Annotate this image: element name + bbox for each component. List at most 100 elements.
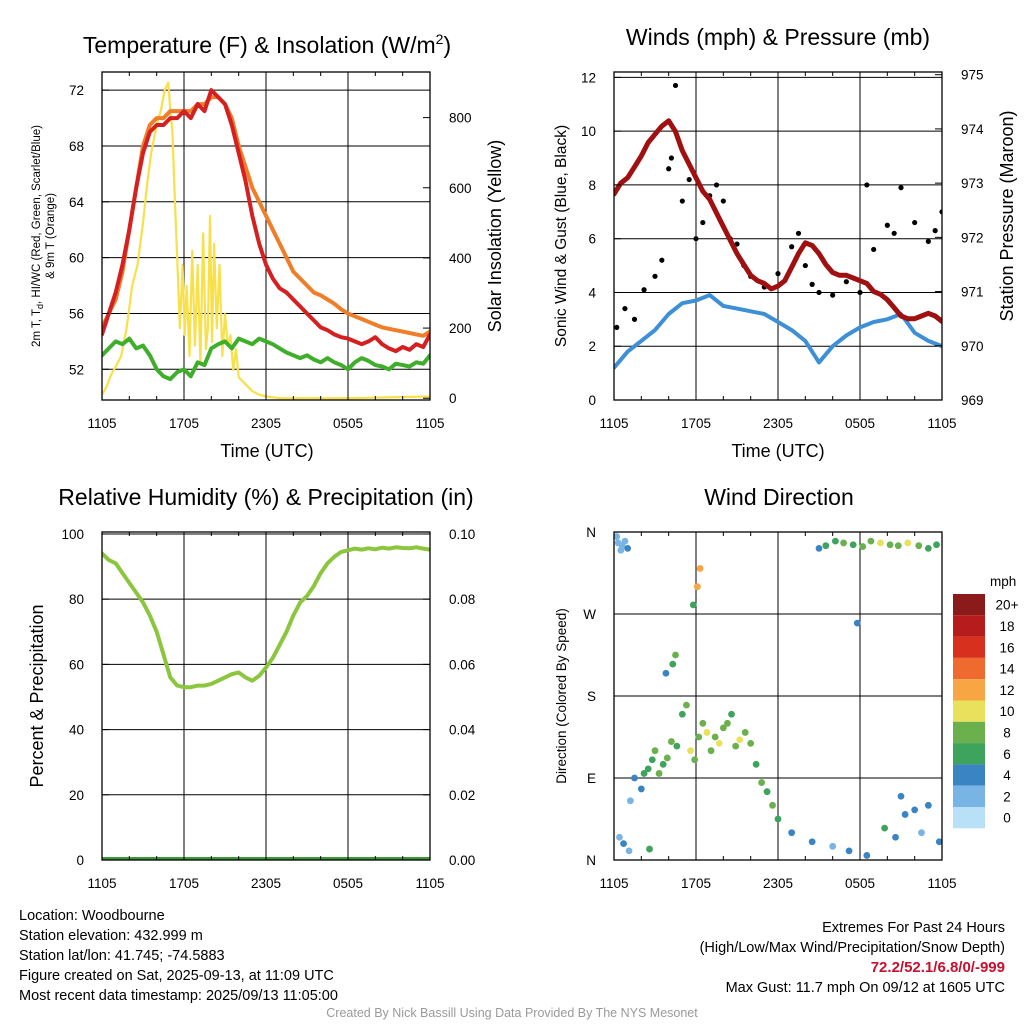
direction-point	[877, 539, 884, 547]
legend-label: 4	[1003, 768, 1011, 783]
direction-point	[625, 847, 633, 855]
direction-point	[719, 724, 727, 732]
gust-point	[802, 262, 808, 269]
humidity-y-label: Percent & Precipitation	[27, 604, 47, 787]
direction-point	[663, 754, 671, 762]
x-tick-label: 1105	[415, 416, 444, 431]
legend-label: 2	[1003, 789, 1011, 804]
direction-point	[918, 829, 925, 837]
temperature-x-label: Time (UTC)	[220, 441, 313, 461]
gust-point	[816, 289, 822, 296]
direction-point	[631, 774, 638, 782]
legend-swatch	[953, 615, 985, 637]
direction-point	[696, 565, 704, 572]
y-tick-label: 2	[588, 339, 596, 354]
extremes-title: Extremes For Past 24 Hours	[822, 920, 1005, 936]
direction-point	[728, 710, 735, 718]
y-right-tick-label: 0.10	[449, 527, 475, 542]
y-right-tick-label: 0.00	[449, 853, 475, 868]
legend-swatch	[953, 743, 985, 765]
legend-swatch	[953, 785, 985, 807]
x-tick-label: 1705	[681, 416, 711, 431]
legend-swatch	[953, 721, 985, 744]
direction-point	[832, 537, 839, 545]
y-right-tick-label: 200	[449, 321, 472, 336]
insolation-y-label: Solar Insolation (Yellow)	[485, 140, 505, 332]
y-tick-label: 72	[69, 83, 84, 98]
gust-point	[700, 219, 706, 226]
direction-point	[853, 619, 861, 627]
gust-point	[912, 219, 918, 226]
winds-panel-title: Winds (mph) & Pressure (mb)	[626, 24, 930, 50]
pressure-line	[614, 118, 942, 324]
x-tick-label: 1105	[927, 416, 956, 431]
gust-point	[652, 273, 658, 279]
x-tick-label: 2305	[763, 876, 793, 891]
temperature-series	[102, 81, 430, 400]
direction-point	[736, 736, 744, 744]
direction-point	[881, 824, 888, 832]
y-right-tick-label: 0	[449, 391, 457, 406]
direction-point	[627, 797, 634, 805]
gust-point	[614, 324, 620, 331]
winds-panel: Winds (mph) & Pressure (mb) 1105 1705 2305…	[553, 24, 1017, 461]
y-tick-label: 56	[69, 306, 84, 321]
direction-panel-title: Wind Direction	[704, 484, 854, 510]
direction-point	[886, 541, 894, 549]
y-right-tick-label: 800	[449, 111, 472, 126]
pressure-y-label: Station Pressure (Maroon)	[997, 110, 1017, 321]
y-right-tick-label: 969	[961, 393, 984, 408]
y-tick-label: 12	[581, 70, 596, 85]
direction-point	[892, 833, 899, 841]
direction-point	[707, 747, 715, 755]
y-tick-label: 80	[69, 592, 84, 607]
direction-point	[732, 742, 740, 750]
y-right-tick-label: 0.08	[449, 592, 475, 607]
temp9m-line	[102, 95, 430, 338]
legend-label: 10	[999, 704, 1014, 719]
direction-point	[894, 542, 902, 550]
y-tick-label: 60	[69, 251, 84, 266]
humidity-ticks: 1105 1705 2305 0505 11050204060801000.000.02…	[61, 527, 475, 891]
gust-point	[932, 228, 938, 234]
y-right-tick-label: 975	[961, 68, 984, 83]
direction-point	[648, 756, 656, 764]
gust-point	[795, 230, 802, 236]
direction-point	[662, 669, 670, 677]
legend-swatch	[953, 764, 985, 786]
x-tick-label: 2305	[763, 416, 793, 431]
direction-point	[901, 811, 909, 818]
y-right-tick-label: 0.04	[449, 723, 476, 738]
y-tick-label: 100	[61, 527, 84, 542]
direction-point	[621, 537, 629, 545]
y-tick-label: 0	[76, 853, 84, 868]
x-tick-label: 1705	[169, 876, 199, 891]
x-tick-label: 1105	[599, 416, 628, 431]
station-elevation: Station elevation: 432.999 m	[19, 928, 203, 944]
y-tick-label: 20	[69, 788, 84, 803]
legend-swatch	[953, 636, 985, 658]
x-tick-label: 1705	[169, 416, 199, 431]
direction-point	[769, 801, 776, 809]
direction-point	[904, 539, 912, 547]
gust-point	[713, 182, 720, 188]
x-tick-label: 0505	[845, 876, 875, 891]
y-right-tick-label: 972	[961, 230, 984, 245]
direction-point	[672, 651, 679, 659]
gust-point	[864, 182, 870, 188]
humidity-grid	[102, 532, 430, 861]
gust-point	[884, 222, 890, 228]
direction-point	[867, 537, 875, 545]
station-info: Location: Woodbourne Station elevation: …	[19, 906, 338, 1006]
direction-point	[924, 801, 932, 809]
direction-point	[624, 545, 632, 552]
direction-point	[620, 840, 627, 847]
direction-point	[646, 845, 653, 853]
direction-point	[915, 542, 923, 550]
extremes-values: 72.2/52.1/6.8/0/-999	[870, 959, 1005, 976]
y-tick-label: 4	[588, 285, 596, 300]
direction-point	[724, 719, 731, 727]
y-right-tick-label: 970	[961, 339, 984, 354]
y-tick-label: N	[586, 525, 596, 540]
